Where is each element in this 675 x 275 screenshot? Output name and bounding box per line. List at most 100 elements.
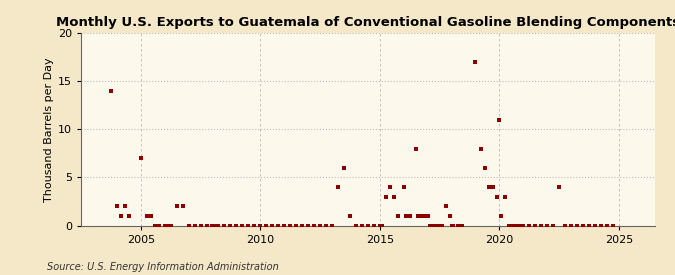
Point <box>165 223 176 228</box>
Point <box>470 60 481 64</box>
Point <box>560 223 570 228</box>
Point <box>566 223 576 228</box>
Point <box>496 214 507 218</box>
Point <box>105 89 116 93</box>
Point <box>589 223 600 228</box>
Point <box>400 214 411 218</box>
Point <box>504 223 515 228</box>
Point <box>595 223 606 228</box>
Point <box>119 204 130 208</box>
Point <box>375 223 385 228</box>
Point <box>339 166 350 170</box>
Point <box>440 204 451 208</box>
Point <box>209 223 220 228</box>
Point <box>428 223 439 228</box>
Point <box>492 194 503 199</box>
Point <box>516 223 526 228</box>
Point <box>149 223 160 228</box>
Point <box>512 223 522 228</box>
Point <box>404 214 415 218</box>
Point <box>136 156 146 160</box>
Point <box>115 214 126 218</box>
Point <box>547 223 558 228</box>
Point <box>207 223 218 228</box>
Point <box>476 146 487 151</box>
Point <box>412 214 423 218</box>
Point <box>578 223 589 228</box>
Point <box>178 204 188 208</box>
Point <box>344 214 355 218</box>
Point <box>255 223 266 228</box>
Point <box>267 223 277 228</box>
Point <box>145 214 156 218</box>
Point <box>195 223 206 228</box>
Point <box>446 223 457 228</box>
Point <box>189 223 200 228</box>
Point <box>243 223 254 228</box>
Title: Monthly U.S. Exports to Guatemala of Conventional Gasoline Blending Components: Monthly U.S. Exports to Guatemala of Con… <box>56 16 675 29</box>
Point <box>377 223 387 228</box>
Point <box>410 146 421 151</box>
Point <box>524 223 535 228</box>
Point <box>297 223 308 228</box>
Point <box>494 117 505 122</box>
Point <box>554 185 564 189</box>
Point <box>416 214 427 218</box>
Point <box>456 223 467 228</box>
Point <box>219 223 230 228</box>
Y-axis label: Thousand Barrels per Day: Thousand Barrels per Day <box>44 57 54 202</box>
Point <box>484 185 495 189</box>
Point <box>436 223 447 228</box>
Point <box>424 223 435 228</box>
Point <box>608 223 618 228</box>
Point <box>572 223 583 228</box>
Point <box>388 194 399 199</box>
Point <box>452 223 463 228</box>
Point <box>231 223 242 228</box>
Point <box>183 223 194 228</box>
Point <box>385 185 396 189</box>
Point <box>249 223 260 228</box>
Point <box>444 214 455 218</box>
Point <box>601 223 612 228</box>
Point <box>225 223 236 228</box>
Point <box>398 185 409 189</box>
Text: Source: U.S. Energy Information Administration: Source: U.S. Energy Information Administ… <box>47 262 279 272</box>
Point <box>369 223 379 228</box>
Point <box>291 223 302 228</box>
Point <box>480 166 491 170</box>
Point <box>530 223 541 228</box>
Point <box>362 223 373 228</box>
Point <box>213 223 224 228</box>
Point <box>141 214 152 218</box>
Point <box>327 223 338 228</box>
Point <box>261 223 271 228</box>
Point <box>350 223 361 228</box>
Point <box>421 214 431 218</box>
Point <box>153 223 164 228</box>
Point <box>159 223 170 228</box>
Point <box>500 194 511 199</box>
Point <box>321 223 331 228</box>
Point <box>333 185 344 189</box>
Point <box>124 214 134 218</box>
Point <box>302 223 313 228</box>
Point <box>315 223 325 228</box>
Point <box>279 223 290 228</box>
Point <box>285 223 296 228</box>
Point <box>432 223 443 228</box>
Point <box>111 204 122 208</box>
Point <box>423 214 433 218</box>
Point <box>392 214 403 218</box>
Point <box>171 204 182 208</box>
Point <box>308 223 319 228</box>
Point <box>448 223 459 228</box>
Point <box>273 223 284 228</box>
Point <box>518 223 529 228</box>
Point <box>237 223 248 228</box>
Point <box>508 223 518 228</box>
Point <box>161 223 172 228</box>
Point <box>201 223 212 228</box>
Point <box>536 223 547 228</box>
Point <box>381 194 392 199</box>
